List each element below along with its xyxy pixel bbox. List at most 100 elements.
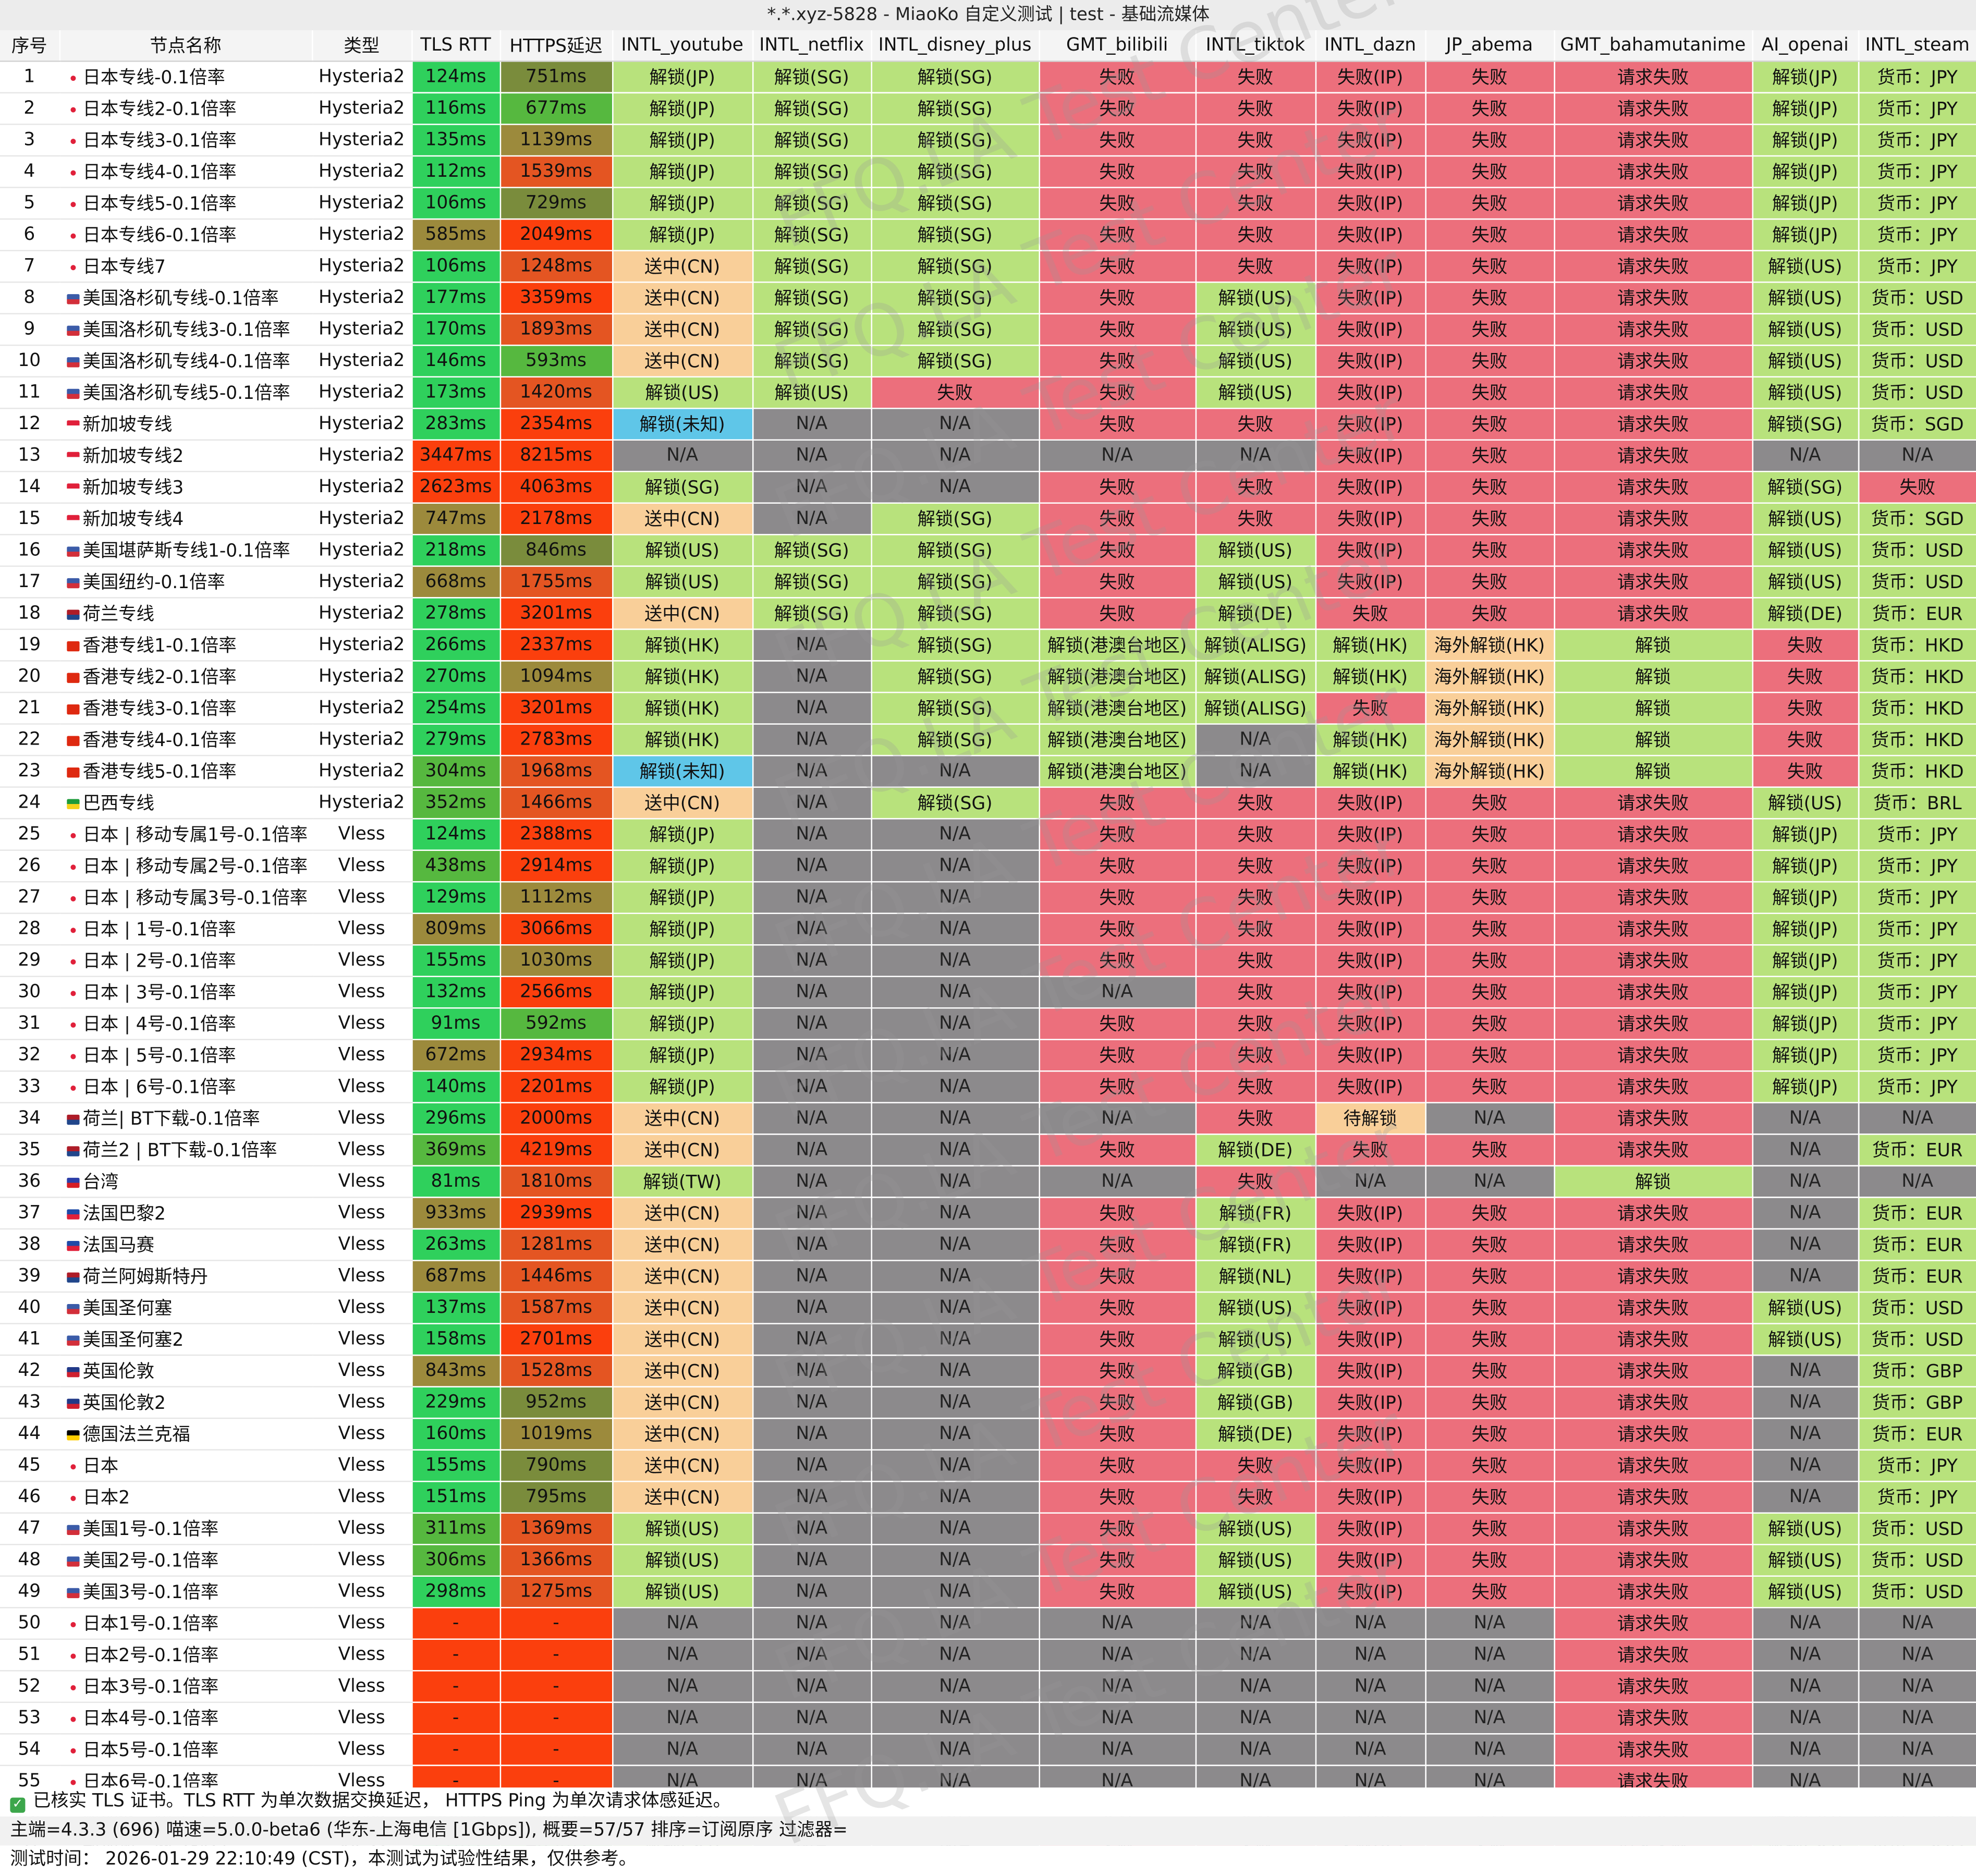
table-row[interactable]: 26 日本 | 移动专属2号-0.1倍率 Vless 438ms 2914ms 解锁(JP… bbox=[0, 850, 1976, 883]
unlock-status-cell: 失败(IP) bbox=[1315, 187, 1426, 220]
table-row[interactable]: 39 荷兰阿姆斯特丹 Vless 687ms 1446ms 送中(CN) N/A N/A 失败解… bbox=[0, 1260, 1976, 1293]
node-name: 美国2号-0.1倍率 bbox=[59, 1544, 313, 1577]
tls-rtt-cell: - bbox=[411, 1734, 501, 1767]
table-row[interactable]: 23 香港专线5-0.1倍率 Hysteria2 304ms 1968ms 解锁(未知) N… bbox=[0, 756, 1976, 788]
table-row[interactable]: 19 香港专线1-0.1倍率 Hysteria2 266ms 2337ms 解锁(HK) N… bbox=[0, 629, 1976, 662]
table-row[interactable]: 48 美国2号-0.1倍率 Vless 306ms 1366ms 解锁(US) N/A N/A… bbox=[0, 1544, 1976, 1577]
column-header[interactable]: 节点名称 bbox=[59, 30, 313, 62]
table-row[interactable]: 49 美国3号-0.1倍率 Vless 298ms 1275ms 解锁(US) N/A N/A… bbox=[0, 1576, 1976, 1609]
column-header[interactable]: 序号 bbox=[0, 30, 60, 62]
node-name: 巴西专线 bbox=[59, 787, 313, 820]
flag-de-icon bbox=[66, 1430, 79, 1441]
table-row[interactable]: 34 荷兰| BT下载-0.1倍率 Vless 296ms 2000ms 送中(CN) N/… bbox=[0, 1102, 1976, 1135]
unlock-status-cell: N/A bbox=[752, 1386, 872, 1419]
column-header[interactable]: HTTPS延迟 bbox=[499, 30, 613, 62]
table-row[interactable]: 15 新加坡专线4 Hysteria2 747ms 2178ms 送中(CN) N/A 解锁(… bbox=[0, 503, 1976, 535]
https-latency-cell: 1420ms bbox=[499, 376, 613, 409]
table-row[interactable]: 8 美国洛杉矶专线-0.1倍率 Hysteria2 177ms 3359ms 送中(CN)… bbox=[0, 282, 1976, 314]
node-type: Vless bbox=[312, 1576, 412, 1609]
table-row[interactable]: 10 美国洛杉矶专线4-0.1倍率 Hysteria2 146ms 593ms 送中(CN… bbox=[0, 345, 1976, 377]
table-row[interactable]: 42 英国伦敦 Vless 843ms 1528ms 送中(CN) N/A N/A 失败 解锁(G… bbox=[0, 1355, 1976, 1387]
table-row[interactable]: 13 新加坡专线2 Hysteria2 3447ms 8215ms N/A N/A N/A N/… bbox=[0, 440, 1976, 472]
table-row[interactable]: 4 日本专线4-0.1倍率 Hysteria2 112ms 1539ms 解锁(JP) 解锁… bbox=[0, 156, 1976, 188]
table-row[interactable]: 38 法国马赛 Vless 263ms 1281ms 送中(CN) N/A N/A 失败 解锁(F… bbox=[0, 1228, 1976, 1261]
table-row[interactable]: 40 美国圣何塞 Vless 137ms 1587ms 送中(CN) N/A N/A 失败 解锁(… bbox=[0, 1292, 1976, 1324]
table-row[interactable]: 51 日本2号-0.1倍率 Vless - - N/A N/A N/A N/A N/A N/A N/A… bbox=[0, 1639, 1976, 1672]
table-row[interactable]: 25 日本 | 移动专属1号-0.1倍率 Vless 124ms 2388ms 解锁(JP… bbox=[0, 819, 1976, 851]
table-row[interactable]: 50 日本1号-0.1倍率 Vless - - N/A N/A N/A N/A N/A N/A N/A… bbox=[0, 1607, 1976, 1640]
table-row[interactable]: 54 日本5号-0.1倍率 Vless - - N/A N/A N/A N/A N/A N/A N/A… bbox=[0, 1734, 1976, 1767]
table-row[interactable]: 20 香港专线2-0.1倍率 Hysteria2 270ms 1094ms 解锁(HK) N… bbox=[0, 661, 1976, 693]
table-row[interactable]: 2 日本专线2-0.1倍率 Hysteria2 116ms 677ms 解锁(JP) 解锁(… bbox=[0, 92, 1976, 125]
table-row[interactable]: 29 日本 | 2号-0.1倍率 Vless 155ms 1030ms 解锁(JP) N/A… bbox=[0, 945, 1976, 977]
column-header[interactable]: INTL_tiktok bbox=[1195, 30, 1316, 62]
tls-rtt-cell: 155ms bbox=[411, 1449, 501, 1482]
node-name-text: 新加坡专线 bbox=[82, 415, 173, 436]
unlock-status-cell: 货币：SGD bbox=[1858, 503, 1976, 535]
table-row[interactable]: 37 法国巴黎2 Vless 933ms 2939ms 送中(CN) N/A N/A 失败 解锁(… bbox=[0, 1197, 1976, 1230]
table-row[interactable]: 11 美国洛杉矶专线5-0.1倍率 Hysteria2 173ms 1420ms 解锁(U… bbox=[0, 376, 1976, 409]
tls-rtt-cell: 311ms bbox=[411, 1513, 501, 1545]
unlock-status-cell: 送中(CN) bbox=[612, 313, 753, 346]
unlock-status-cell: N/A bbox=[612, 1702, 753, 1735]
table-row[interactable]: 5 日本专线5-0.1倍率 Hysteria2 106ms 729ms 解锁(JP) 解锁(… bbox=[0, 187, 1976, 220]
column-header[interactable]: INTL_netflix bbox=[752, 30, 872, 62]
column-header[interactable]: INTL_dazn bbox=[1315, 30, 1426, 62]
row-index: 42 bbox=[0, 1355, 60, 1387]
node-name: 美国圣何塞 bbox=[59, 1292, 313, 1324]
table-row[interactable]: 45 日本 Vless 155ms 790ms 送中(CN) N/A N/A 失败 失败 失败(IP… bbox=[0, 1449, 1976, 1482]
unlock-status-cell: 失败 bbox=[1039, 598, 1196, 630]
unlock-status-cell: N/A bbox=[752, 471, 872, 504]
table-row[interactable]: 52 日本3号-0.1倍率 Vless - - N/A N/A N/A N/A N/A N/A N/A… bbox=[0, 1671, 1976, 1703]
column-header[interactable]: INTL_steam bbox=[1858, 30, 1976, 62]
table-row[interactable]: 33 日本 | 6号-0.1倍率 Vless 140ms 2201ms 解锁(JP) N/A… bbox=[0, 1071, 1976, 1104]
flag-jp-icon bbox=[66, 831, 79, 841]
node-name: 日本专线3-0.1倍率 bbox=[59, 124, 313, 157]
table-row[interactable]: 28 日本 | 1号-0.1倍率 Vless 809ms 3066ms 解锁(JP) N/A… bbox=[0, 913, 1976, 946]
table-row[interactable]: 22 香港专线4-0.1倍率 Hysteria2 279ms 2783ms 解锁(HK) N… bbox=[0, 724, 1976, 757]
https-latency-cell: 3201ms bbox=[499, 598, 613, 630]
node-name-text: 英国伦敦 bbox=[82, 1362, 155, 1383]
flag-us-icon bbox=[66, 578, 79, 589]
table-row[interactable]: 7 日本专线7 Hysteria2 106ms 1248ms 送中(CN) 解锁(SG) 解锁… bbox=[0, 250, 1976, 283]
table-row[interactable]: 46 日本2 Vless 151ms 795ms 送中(CN) N/A N/A 失败 失败 失败(I… bbox=[0, 1481, 1976, 1514]
table-row[interactable]: 17 美国纽约-0.1倍率 Hysteria2 668ms 1755ms 解锁(US) 解锁… bbox=[0, 566, 1976, 599]
column-header[interactable]: 类型 bbox=[312, 30, 412, 62]
node-name-text: 新加坡专线4 bbox=[82, 510, 184, 530]
table-row[interactable]: 21 香港专线3-0.1倍率 Hysteria2 254ms 3201ms 解锁(HK) N… bbox=[0, 692, 1976, 725]
table-row[interactable]: 41 美国圣何塞2 Vless 158ms 2701ms 送中(CN) N/A N/A 失败 解锁… bbox=[0, 1323, 1976, 1356]
column-header[interactable]: JP_abema bbox=[1425, 30, 1555, 62]
table-row[interactable]: 16 美国堪萨斯专线1-0.1倍率 Hysteria2 218ms 846ms 解锁(US… bbox=[0, 534, 1976, 567]
table-row[interactable]: 27 日本 | 移动专属3号-0.1倍率 Vless 129ms 1112ms 解锁(JP… bbox=[0, 882, 1976, 914]
table-row[interactable]: 18 荷兰专线 Hysteria2 278ms 3201ms 送中(CN) 解锁(SG) 解锁… bbox=[0, 598, 1976, 630]
unlock-status-cell: 解锁(JP) bbox=[612, 61, 753, 94]
table-row[interactable]: 47 美国1号-0.1倍率 Vless 311ms 1369ms 解锁(US) N/A N/A… bbox=[0, 1513, 1976, 1545]
unlock-status-cell: N/A bbox=[752, 692, 872, 725]
column-header[interactable]: INTL_youtube bbox=[612, 30, 753, 62]
unlock-status-cell: 解锁(SG) bbox=[871, 313, 1040, 346]
table-row[interactable]: 12 新加坡专线 Hysteria2 283ms 2354ms 解锁(未知) N/A N/A 失… bbox=[0, 408, 1976, 441]
table-row[interactable]: 36 台湾 Vless 81ms 1810ms 解锁(TW) N/A N/A N/A 失败 N/A N… bbox=[0, 1165, 1976, 1198]
table-row[interactable]: 3 日本专线3-0.1倍率 Hysteria2 135ms 1139ms 解锁(JP) 解锁… bbox=[0, 124, 1976, 157]
table-row[interactable]: 32 日本 | 5号-0.1倍率 Vless 672ms 2934ms 解锁(JP) N/A… bbox=[0, 1039, 1976, 1072]
unlock-status-cell: 解锁(US) bbox=[1195, 1544, 1316, 1577]
node-name: 法国马赛 bbox=[59, 1228, 313, 1261]
column-header[interactable]: INTL_disney_plus bbox=[871, 30, 1040, 62]
table-row[interactable]: 31 日本 | 4号-0.1倍率 Vless 91ms 592ms 解锁(JP) N/A N/… bbox=[0, 1008, 1976, 1040]
table-row[interactable]: 53 日本4号-0.1倍率 Vless - - N/A N/A N/A N/A N/A N/A N/A… bbox=[0, 1702, 1976, 1735]
table-row[interactable]: 1 日本专线-0.1倍率 Hysteria2 124ms 751ms 解锁(JP) 解锁(S… bbox=[0, 61, 1976, 94]
column-header[interactable]: GMT_bilibili bbox=[1039, 30, 1196, 62]
table-row[interactable]: 35 荷兰2 | BT下载-0.1倍率 Vless 369ms 4219ms 送中(CN)… bbox=[0, 1134, 1976, 1167]
table-row[interactable]: 30 日本 | 3号-0.1倍率 Vless 132ms 2566ms 解锁(JP) N/A… bbox=[0, 976, 1976, 1009]
table-row[interactable]: 43 英国伦敦2 Vless 229ms 952ms 送中(CN) N/A N/A 失败 解锁(G… bbox=[0, 1386, 1976, 1419]
column-header[interactable]: TLS RTT bbox=[411, 30, 501, 62]
column-header[interactable]: AI_openai bbox=[1752, 30, 1859, 62]
table-row[interactable]: 6 日本专线6-0.1倍率 Hysteria2 585ms 2049ms 解锁(JP) 解锁… bbox=[0, 219, 1976, 251]
node-name: 新加坡专线 bbox=[59, 408, 313, 441]
table-row[interactable]: 24 巴西专线 Hysteria2 352ms 1466ms 送中(CN) N/A 解锁(SG… bbox=[0, 787, 1976, 820]
table-row[interactable]: 14 新加坡专线3 Hysteria2 2623ms 4063ms 解锁(SG) N/A N/… bbox=[0, 471, 1976, 504]
table-row[interactable]: 44 德国法兰克福 Vless 160ms 1019ms 送中(CN) N/A N/A 失败 解锁… bbox=[0, 1418, 1976, 1451]
column-header[interactable]: GMT_bahamutanime bbox=[1554, 30, 1753, 62]
table-row[interactable]: 9 美国洛杉矶专线3-0.1倍率 Hysteria2 170ms 1893ms 送中(CN… bbox=[0, 313, 1976, 346]
node-name: 日本 | 2号-0.1倍率 bbox=[59, 945, 313, 977]
